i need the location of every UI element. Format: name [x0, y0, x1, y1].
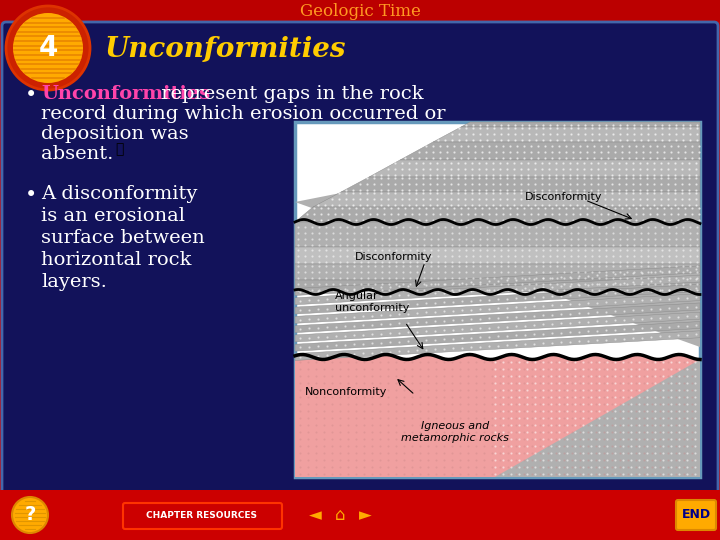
Text: deposition was: deposition was — [41, 125, 189, 143]
Polygon shape — [295, 266, 700, 295]
Polygon shape — [369, 160, 700, 177]
Text: Disconformity: Disconformity — [355, 252, 433, 262]
Polygon shape — [295, 280, 700, 292]
FancyBboxPatch shape — [0, 0, 720, 22]
Text: 🔊: 🔊 — [115, 142, 123, 156]
Polygon shape — [295, 303, 700, 333]
Text: horizontal rock: horizontal rock — [41, 251, 192, 269]
Polygon shape — [400, 142, 700, 160]
Polygon shape — [295, 264, 700, 280]
Polygon shape — [295, 321, 700, 351]
Text: record during which erosion occurred or: record during which erosion occurred or — [41, 105, 446, 123]
Text: ?: ? — [24, 505, 36, 524]
Text: layers.: layers. — [41, 273, 107, 291]
Text: Unconformities: Unconformities — [41, 85, 210, 103]
Polygon shape — [313, 192, 700, 207]
FancyBboxPatch shape — [2, 22, 718, 496]
FancyBboxPatch shape — [295, 122, 700, 477]
Polygon shape — [433, 127, 700, 142]
Polygon shape — [295, 354, 700, 477]
Text: ⌂: ⌂ — [335, 506, 346, 524]
Polygon shape — [295, 207, 700, 222]
FancyBboxPatch shape — [123, 503, 282, 529]
Text: 4: 4 — [38, 34, 58, 62]
Text: Geologic Time: Geologic Time — [300, 3, 420, 19]
Polygon shape — [295, 247, 700, 264]
Polygon shape — [295, 285, 700, 314]
Polygon shape — [295, 294, 700, 323]
FancyBboxPatch shape — [676, 500, 716, 530]
Text: Igneous and
metamorphic rocks: Igneous and metamorphic rocks — [401, 421, 509, 443]
Polygon shape — [295, 275, 700, 305]
Text: •: • — [25, 85, 37, 105]
Text: ►: ► — [359, 506, 372, 524]
Polygon shape — [295, 122, 700, 347]
Text: Disconformity: Disconformity — [525, 192, 603, 202]
Polygon shape — [495, 360, 700, 477]
Text: represent gaps in the rock: represent gaps in the rock — [155, 85, 423, 103]
Circle shape — [6, 6, 90, 90]
Text: A disconformity: A disconformity — [41, 185, 197, 203]
Text: Nonconformity: Nonconformity — [305, 387, 387, 397]
Polygon shape — [461, 122, 700, 127]
Text: •: • — [25, 185, 37, 205]
Text: Unconformities: Unconformities — [105, 37, 346, 64]
Text: END: END — [681, 509, 711, 522]
Text: is an erosional: is an erosional — [41, 207, 185, 225]
Polygon shape — [295, 312, 700, 342]
Text: Angular
unconformity: Angular unconformity — [335, 291, 410, 313]
FancyBboxPatch shape — [0, 490, 720, 540]
Text: absent.: absent. — [41, 145, 113, 163]
Polygon shape — [295, 331, 700, 361]
Text: ◄: ◄ — [309, 506, 321, 524]
Text: CHAPTER RESOURCES: CHAPTER RESOURCES — [146, 511, 258, 521]
Circle shape — [13, 13, 83, 83]
Circle shape — [12, 497, 48, 533]
Text: surface between: surface between — [41, 229, 204, 247]
Polygon shape — [341, 177, 700, 192]
Polygon shape — [295, 222, 700, 247]
